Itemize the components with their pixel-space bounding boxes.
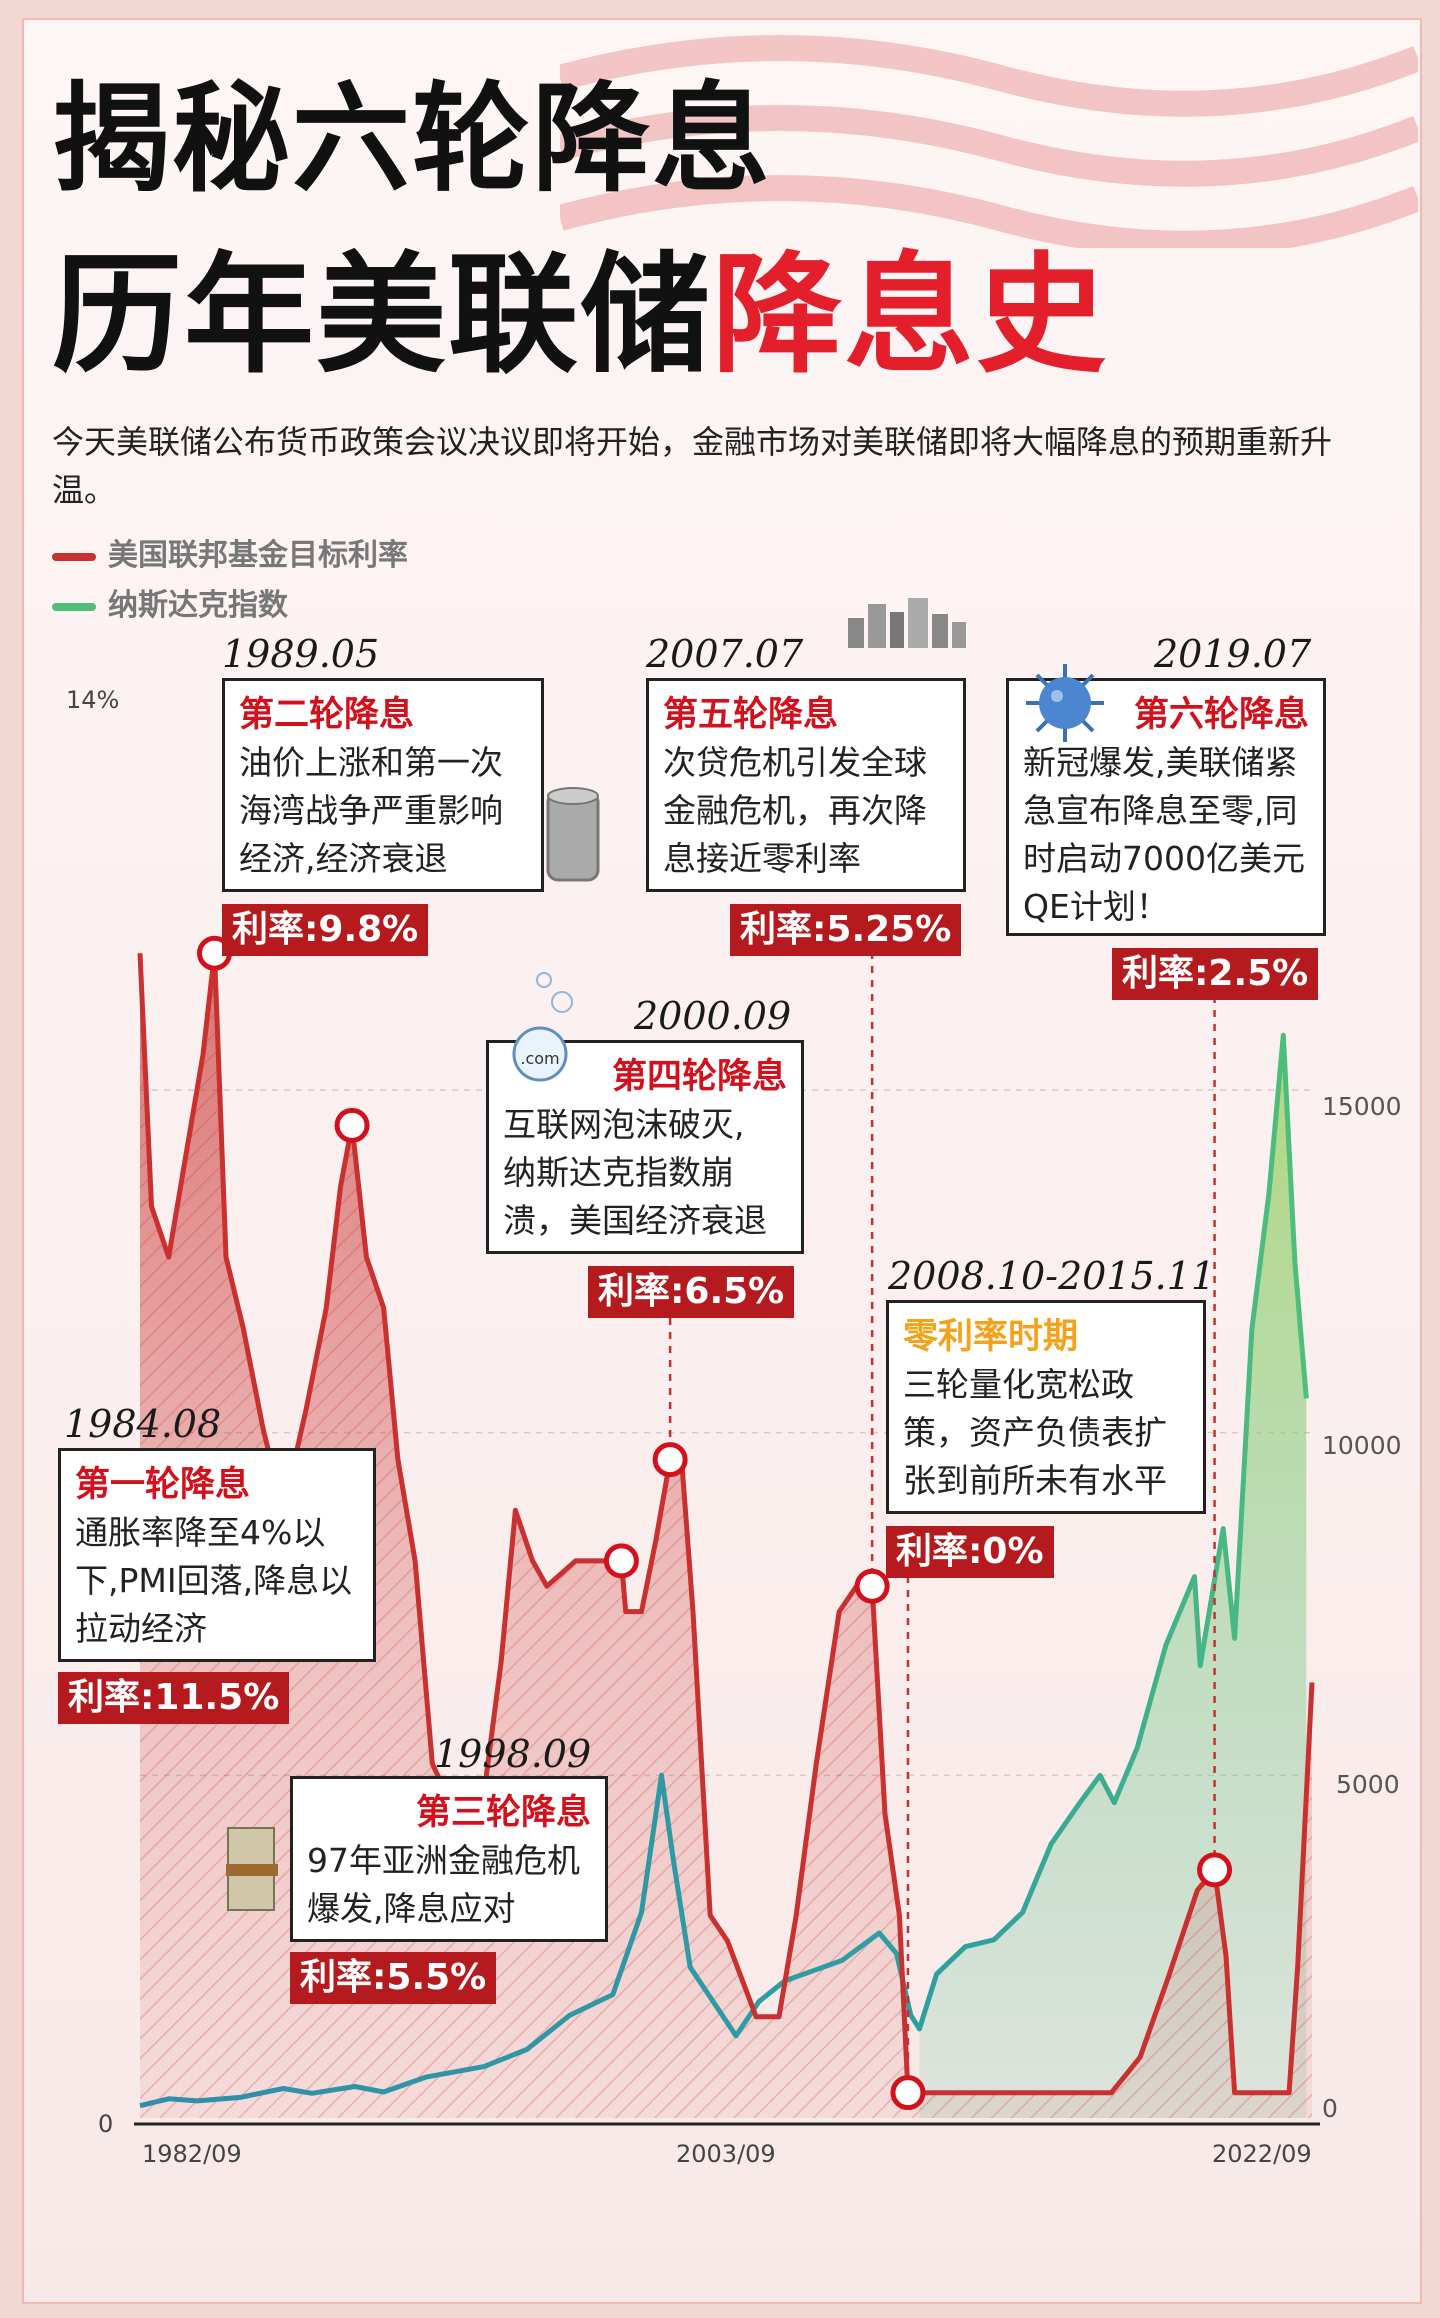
x-tick-2022: 2022/09: [1212, 2140, 1312, 2168]
text-round-2-b: 海湾战争严重影响: [239, 791, 503, 830]
x-tick-1982: 1982/09: [142, 2140, 242, 2168]
marker-r6: [1197, 1852, 1233, 1888]
virus-icon: [1026, 664, 1104, 742]
heading-round-5: 第五轮降息: [663, 695, 839, 735]
text-zero-a: 三轮量化宽松政: [903, 1365, 1134, 1404]
text-round-5-c: 息接近零利率: [663, 839, 861, 878]
right-axis-10000: 10000: [1322, 1431, 1402, 1460]
date-round-4: 2000.09: [634, 994, 792, 1038]
text-round-2-a: 油价上涨和第一次: [239, 743, 503, 782]
legend-swatch-green: [52, 602, 96, 611]
date-round-1: 1984.08: [64, 1402, 222, 1446]
rate-badge-round-3: 利率:5.5%: [290, 1952, 497, 2004]
legend-swatch-red: [52, 552, 96, 561]
text-round-1-a: 通胀率降至4%以: [75, 1513, 326, 1552]
text-round-6-b: 急宣布降息至零,同: [1023, 791, 1298, 830]
text-round-1-c: 拉动经济: [75, 1609, 207, 1648]
text-round-4-a: 互联网泡沫破灭,: [503, 1105, 745, 1144]
heading-round-1: 第一轮降息: [75, 1465, 251, 1505]
legend-label-fed-rate: 美国联邦基金目标利率: [108, 538, 408, 573]
date-round-3: 1998.09: [434, 1732, 592, 1776]
legend-item-nasdaq: 纳斯达克指数: [52, 580, 288, 624]
annotation-round-5: 第五轮降息 次贷危机引发全球 金融危机，再次降 息接近零利率: [646, 678, 966, 892]
legend-label-nasdaq: 纳斯达克指数: [108, 588, 288, 623]
annotation-zero-period: 零利率时期 三轮量化宽松政 策，资产负债表扩 张到前所未有水平: [886, 1300, 1206, 1514]
marker-r2: [334, 1107, 370, 1143]
text-zero-c: 张到前所未有水平: [903, 1461, 1167, 1500]
annotation-round-2: 第二轮降息 油价上涨和第一次 海湾战争严重影响 经济,经济衰退: [222, 678, 544, 892]
text-round-5-b: 金融危机，再次降: [663, 791, 927, 830]
text-round-5-a: 次贷危机引发全球: [663, 743, 927, 782]
oil-barrel-icon: [546, 787, 600, 882]
rate-badge-round-2: 利率:9.8%: [222, 904, 429, 956]
marker-zero: [890, 2075, 926, 2111]
title-line-2-red: 降息史: [712, 239, 1109, 391]
rate-badge-round-5: 利率:5.25%: [730, 904, 962, 956]
annotation-round-3: 第三轮降息 97年亚洲金融危机 爆发,降息应对: [290, 1776, 608, 1942]
marker-r4: [652, 1442, 688, 1478]
title-line-2-black: 历年美联储: [52, 239, 713, 391]
text-zero-b: 策，资产负债表扩: [903, 1413, 1167, 1452]
marker-r3: [603, 1543, 639, 1579]
text-round-6-a: 新冠爆发,美联储紧: [1023, 743, 1298, 782]
text-round-3-b: 爆发,降息应对: [307, 1889, 516, 1928]
money-stack-icon: [226, 1827, 278, 1911]
rate-badge-round-6: 利率:2.5%: [1112, 948, 1319, 1000]
flag-decoration: [560, 35, 1418, 248]
heading-round-3: 第三轮降息: [415, 1793, 591, 1833]
date-round-6: 2019.07: [1154, 632, 1312, 676]
date-round-2: 1989.05: [222, 632, 380, 676]
marker-r5: [854, 1568, 890, 1604]
rate-badge-round-4: 利率:6.5%: [588, 1266, 795, 1318]
right-axis-5000: 5000: [1336, 1770, 1400, 1799]
left-axis-zero-label: 0: [98, 2110, 114, 2138]
heading-round-4: 第四轮降息: [611, 1057, 787, 1097]
heading-round-6: 第六轮降息: [1133, 695, 1309, 735]
right-axis-15000: 15000: [1322, 1092, 1402, 1121]
right-axis-0: 0: [1322, 2094, 1338, 2123]
text-round-3-a: 97年亚洲金融危机: [307, 1841, 580, 1880]
nasdaq-line: [139, 1032, 1309, 2109]
text-round-6-c: 时启动7000亿美元: [1023, 839, 1305, 878]
heading-zero-period: 零利率时期: [903, 1317, 1079, 1357]
intro-paragraph: 今天美联储公布货币政策会议决议即将开始，金融市场对美联储即将大幅降息的预期重新升…: [52, 423, 1333, 509]
x-tick-2003: 2003/09: [676, 2140, 776, 2168]
date-round-5: 2007.07: [646, 632, 804, 676]
text-round-6-d: QE计划！: [1023, 887, 1169, 926]
nasdaq-area: [919, 1035, 1307, 2118]
heading-round-2: 第二轮降息: [239, 695, 415, 735]
annotation-round-1: 第一轮降息 通胀率降至4%以 下,PMI回落,降息以 拉动经济: [58, 1448, 376, 1662]
rate-badge-round-1: 利率:11.5%: [58, 1672, 290, 1724]
city-buildings-icon: [848, 598, 966, 648]
title-line-2: 历年美联储降息史: [52, 250, 1108, 380]
dotcom-bubble-icon: .com: [512, 972, 573, 1082]
text-round-1-b: 下,PMI回落,降息以: [75, 1561, 353, 1600]
left-axis-top-label: 14%: [66, 686, 120, 714]
title-line-1: 揭秘六轮降息: [52, 70, 773, 208]
rate-badge-zero-period: 利率:0%: [886, 1526, 1054, 1578]
text-round-4-b: 纳斯达克指数崩: [503, 1153, 734, 1192]
date-zero-period: 2008.10-2015.11: [888, 1254, 1216, 1298]
text-round-2-c: 经济,经济衰退: [239, 839, 448, 878]
annotation-round-4: 第四轮降息 互联网泡沫破灭, 纳斯达克指数崩 溃，美国经济衰退: [486, 1040, 804, 1254]
svg-text:.com: .com: [520, 1049, 559, 1068]
legend-item-fed-rate: 美国联邦基金目标利率: [52, 530, 408, 574]
text-round-4-c: 溃，美国经济衰退: [503, 1201, 767, 1240]
